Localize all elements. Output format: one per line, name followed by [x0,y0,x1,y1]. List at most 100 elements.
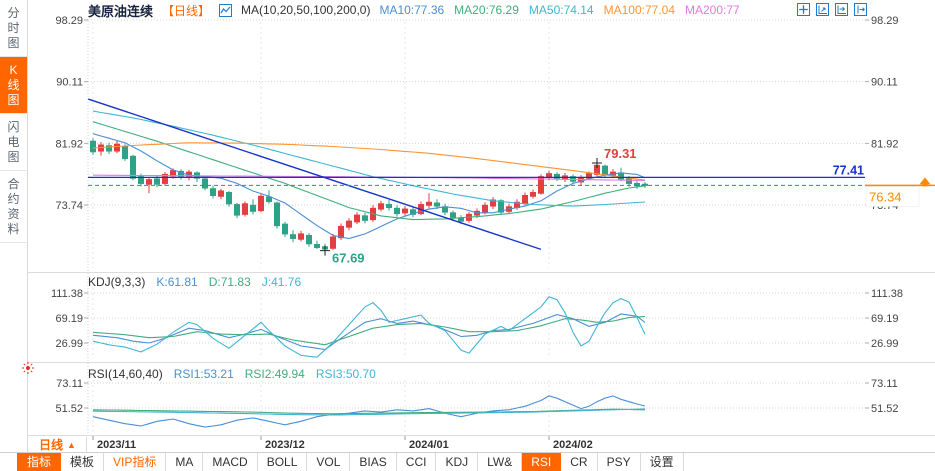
axis-zoom-horizontal-icon[interactable] [835,3,848,16]
bottom-toolbar: 指标 模板 VIP指标 MA MACD BOLL VOL BIAS CCI KDJ LW& RSI CR… [0,452,935,471]
x-axis-date-label: 2023/11 [97,439,136,451]
toolbar-tab-CR[interactable]: CR [561,453,598,471]
x-axis-date-label: 2024/01 [409,439,449,451]
axis-label: 90.11 [871,77,898,89]
ma-line-MA50 [92,110,646,207]
trendline[interactable] [87,98,542,251]
indicator-legend-value: J:41.76 [261,275,302,289]
alert-blink-icon [20,360,36,381]
axis-label: 73.11 [871,378,898,390]
axis-label: 81.92 [55,138,83,150]
axis-label: 73.11 [56,378,83,390]
rsi-lines-group [92,395,646,428]
low-price-label: 67.69 [332,251,365,266]
axis-label: 69.19 [871,313,899,325]
high-price-label: 79.31 [604,146,637,161]
toolbar-tab-VOL[interactable]: VOL [307,453,351,471]
rsi-line-RSI2 [92,408,646,415]
crosshair-move-icon[interactable] [797,3,810,16]
pane-divider [28,272,935,273]
toolbar-tab-BOLL[interactable]: BOLL [258,453,308,471]
kdj-lines-group [92,296,646,358]
kdj-legend: KDJ(9,3,3) K:61.81 D:71.83 J:41.76 [88,275,301,289]
indicator-legend-value: RSI3:50.70 [315,367,376,381]
current-price-label: 76.34 [869,189,902,204]
chart-header: 美原油连续 【日线】 MA(10,20,50,100,200,0) MA10:7… [88,2,740,19]
toolbar-tab-KDJ[interactable]: KDJ [436,453,479,471]
hline-price-label: 77.41 [833,163,864,177]
current-price-marker: 76.34 [865,177,935,207]
x-axis-date-label: 2024/02 [553,439,593,451]
rsi-plot-area[interactable] [88,378,865,434]
rsi-legend: RSI(14,60,40) RSI1:53.21 RSI2:49.94 RSI3:5… [88,367,376,381]
ma-param-label: MA(10,20,50,100,200,0) [241,3,371,17]
pane-divider [28,435,935,436]
toolbar-tab-CCI[interactable]: CCI [397,453,437,471]
cross-marker-icon [320,245,330,256]
toolbar-tab-RSI[interactable]: RSI [522,453,562,471]
x-axis-date-label: 2023/12 [265,439,305,451]
axis-label: 73.74 [55,200,83,212]
toolbar-tab-BIAS[interactable]: BIAS [350,453,397,471]
kdj-plot-area[interactable] [88,286,865,360]
axis-label: 69.19 [55,313,83,325]
main-chart-plot-area[interactable] [88,20,865,270]
axis-label: 51.52 [55,403,83,415]
pane-divider [28,362,935,363]
axis-label: 26.99 [55,338,83,350]
toolbar-tab-MACD[interactable]: MACD [203,453,258,471]
indicator-legend-value: D:71.83 [208,275,251,289]
kdj-line-D [92,315,646,346]
axis-label: 51.52 [871,403,899,415]
cross-marker-icon [592,158,602,169]
toolbar-tab-PSY[interactable]: PSY [598,453,641,471]
ma-line-MA10 [92,133,646,240]
ma-legend: MA10:77.36 MA20:76.29 MA50:74.14 MA100:77.0… [379,3,739,17]
toolbar-tab-MA[interactable]: MA [166,453,204,471]
ma-legend-item: MA50:74.14 [528,3,594,17]
high-annotation: 79.31 [592,146,637,169]
axis-label: 81.92 [871,138,899,150]
low-annotation: 67.69 [320,245,365,266]
ma-legend-item: MA20:76.29 [454,3,519,17]
sidebar-tab-0[interactable]: 分时图 [0,0,27,57]
chevron-up-icon: ▲ [67,439,76,450]
axis-label: 98.29 [55,15,83,27]
sidebar-tab-1[interactable]: K线图 [0,57,27,114]
period-selector-label: 日线 [39,438,64,452]
candlestick-chart-icon[interactable] [219,3,233,17]
ma-line-MA100 [92,142,646,181]
axis-label: 90.11 [56,77,83,89]
ma-legend-item: MA100:77.04 [603,3,675,17]
ma-legend-item: MA200:77 [685,3,740,17]
axis-zoom-vertical-icon[interactable] [816,3,829,16]
toolbar-tab-设置[interactable]: 设置 [641,453,684,471]
kdj-line-K [92,313,646,351]
period-tag: 【日线】 [162,3,211,18]
kdj-title: KDJ(9,3,3) [88,275,146,289]
rsi-line-RSI1 [92,395,646,428]
chart-toolbar-icons [797,3,867,16]
axis-label: 111.38 [871,288,903,300]
price-up-arrow-icon [919,177,931,187]
ma-line-MA20 [92,121,646,221]
rsi-line-RSI3 [92,408,646,416]
toolbar-tab-LW&[interactable]: LW& [478,453,523,471]
hline-label-bg [828,163,866,177]
toolbar-tab-VIP指标[interactable]: VIP指标 [104,453,167,471]
toolbar-tab-指标[interactable]: 指标 [17,453,62,471]
indicator-legend-value: RSI1:53.21 [173,367,234,381]
toolbar-tab-模板[interactable]: 模板 [61,453,105,471]
axis-label: 98.29 [871,15,899,27]
period-selector[interactable]: 日线 ▲ [29,437,87,452]
axis-label: 111.38 [51,288,83,300]
candles-group [90,138,648,251]
sidebar-tab-3[interactable]: 合约资料 [0,171,27,243]
indicator-legend-value: RSI2:49.94 [244,367,305,381]
sidebar-tab-2[interactable]: 闪电图 [0,114,27,171]
symbol-title: 美原油连续 [88,3,154,19]
indicator-legend-value: K:61.81 [156,275,198,289]
shift-view-icon[interactable] [854,3,867,16]
